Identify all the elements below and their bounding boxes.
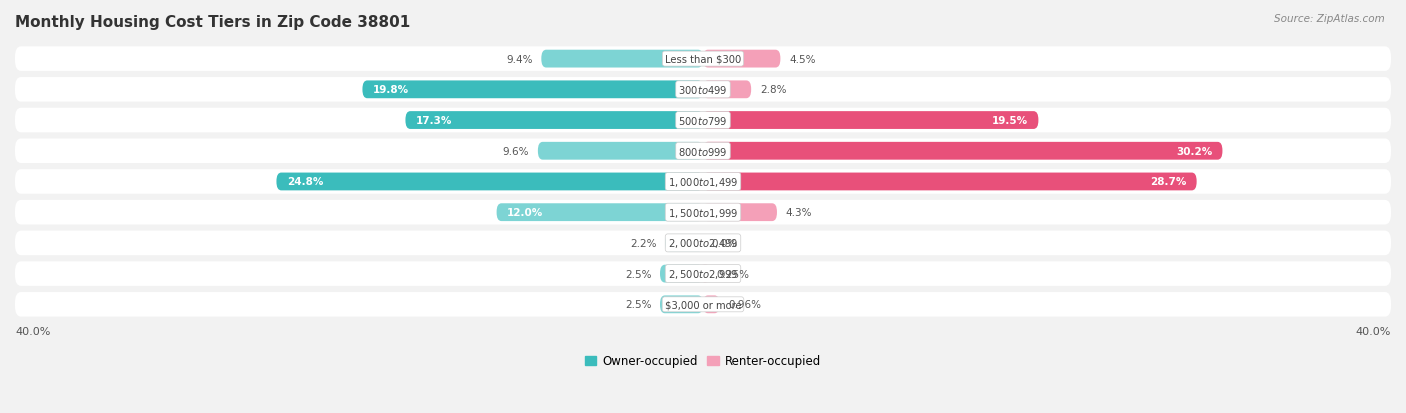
Text: 19.8%: 19.8%: [373, 85, 409, 95]
Text: 24.8%: 24.8%: [287, 177, 323, 187]
FancyBboxPatch shape: [665, 235, 703, 252]
FancyBboxPatch shape: [703, 296, 720, 313]
Text: 17.3%: 17.3%: [416, 116, 453, 126]
Text: $500 to $799: $500 to $799: [678, 115, 728, 127]
FancyBboxPatch shape: [405, 112, 703, 130]
Text: 0.25%: 0.25%: [716, 269, 749, 279]
Text: 2.5%: 2.5%: [624, 269, 651, 279]
Text: 9.4%: 9.4%: [506, 55, 533, 64]
FancyBboxPatch shape: [15, 139, 1391, 164]
Text: 0.0%: 0.0%: [711, 238, 738, 248]
FancyBboxPatch shape: [703, 204, 778, 221]
Text: $1,500 to $1,999: $1,500 to $1,999: [668, 206, 738, 219]
Text: 12.0%: 12.0%: [508, 208, 543, 218]
FancyBboxPatch shape: [659, 265, 703, 283]
Text: 2.2%: 2.2%: [630, 238, 657, 248]
FancyBboxPatch shape: [15, 231, 1391, 256]
Text: $300 to $499: $300 to $499: [678, 84, 728, 96]
FancyBboxPatch shape: [703, 173, 1197, 191]
FancyBboxPatch shape: [703, 265, 707, 283]
FancyBboxPatch shape: [538, 142, 703, 160]
Text: 9.6%: 9.6%: [503, 146, 529, 157]
FancyBboxPatch shape: [15, 200, 1391, 225]
Text: 30.2%: 30.2%: [1175, 146, 1212, 157]
Text: 40.0%: 40.0%: [1355, 327, 1391, 337]
Text: Source: ZipAtlas.com: Source: ZipAtlas.com: [1274, 14, 1385, 24]
Text: $3,000 or more: $3,000 or more: [665, 299, 741, 310]
FancyBboxPatch shape: [541, 50, 703, 69]
FancyBboxPatch shape: [496, 204, 703, 221]
Text: $1,000 to $1,499: $1,000 to $1,499: [668, 176, 738, 188]
Text: $2,500 to $2,999: $2,500 to $2,999: [668, 268, 738, 280]
Text: $2,000 to $2,499: $2,000 to $2,499: [668, 237, 738, 250]
FancyBboxPatch shape: [703, 112, 1039, 130]
Text: 19.5%: 19.5%: [993, 116, 1028, 126]
Text: 2.5%: 2.5%: [624, 299, 651, 310]
FancyBboxPatch shape: [703, 50, 780, 69]
Text: $800 to $999: $800 to $999: [678, 145, 728, 157]
FancyBboxPatch shape: [703, 81, 751, 99]
FancyBboxPatch shape: [15, 170, 1391, 194]
Text: 4.5%: 4.5%: [789, 55, 815, 64]
Legend: Owner-occupied, Renter-occupied: Owner-occupied, Renter-occupied: [579, 349, 827, 372]
FancyBboxPatch shape: [277, 173, 703, 191]
Text: 40.0%: 40.0%: [15, 327, 51, 337]
Text: 0.96%: 0.96%: [728, 299, 761, 310]
Text: 2.8%: 2.8%: [759, 85, 786, 95]
FancyBboxPatch shape: [15, 262, 1391, 286]
FancyBboxPatch shape: [15, 47, 1391, 72]
Text: Monthly Housing Cost Tiers in Zip Code 38801: Monthly Housing Cost Tiers in Zip Code 3…: [15, 15, 411, 30]
FancyBboxPatch shape: [703, 142, 1222, 160]
Text: Less than $300: Less than $300: [665, 55, 741, 64]
FancyBboxPatch shape: [363, 81, 703, 99]
Text: 4.3%: 4.3%: [786, 208, 813, 218]
FancyBboxPatch shape: [15, 292, 1391, 317]
Text: 28.7%: 28.7%: [1150, 177, 1187, 187]
FancyBboxPatch shape: [659, 296, 703, 313]
FancyBboxPatch shape: [15, 78, 1391, 102]
FancyBboxPatch shape: [15, 109, 1391, 133]
